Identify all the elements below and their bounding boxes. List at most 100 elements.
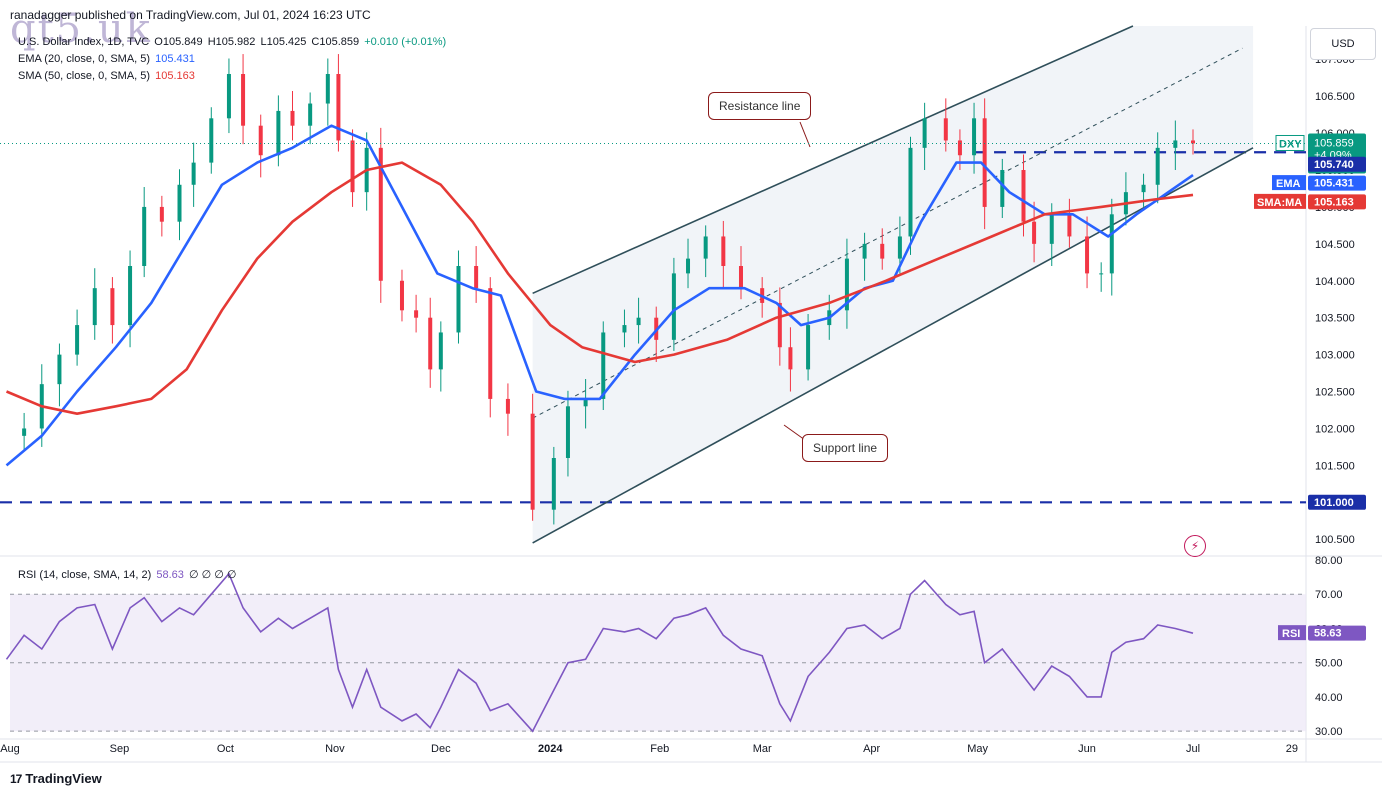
candle-body xyxy=(1173,140,1178,148)
candle-body xyxy=(177,184,182,222)
candle-body xyxy=(128,266,133,326)
main-legend: U.S. Dollar Index, 1D, TVC O105.849 H105… xyxy=(18,36,446,48)
price-tick-label: 103.000 xyxy=(1315,350,1355,362)
channel-midline xyxy=(532,47,1243,419)
legend-symbol: U.S. Dollar Index, 1D, TVC xyxy=(18,36,150,48)
candle-body xyxy=(1109,214,1114,274)
time-tick-label: Nov xyxy=(325,743,345,755)
candle-body xyxy=(777,302,782,348)
candle-body xyxy=(671,273,676,340)
legend-high: H105.982 xyxy=(207,36,256,48)
tradingview-logo-icon: 17 xyxy=(10,772,22,786)
tradingview-logo-text: TradingView xyxy=(25,771,102,786)
price-tick-label: 103.500 xyxy=(1315,313,1355,325)
candle-body xyxy=(488,288,493,399)
currency-button[interactable]: USD xyxy=(1310,28,1376,60)
time-tick-label: Jun xyxy=(1078,743,1096,755)
time-tick-label: Mar xyxy=(753,743,772,755)
candle-body xyxy=(922,118,927,148)
candle-body xyxy=(636,317,641,326)
published-by: ranadagger published on TradingView.com,… xyxy=(10,8,371,22)
legend-open: O105.849 xyxy=(154,36,203,48)
candle-body xyxy=(428,317,433,370)
candle-body xyxy=(399,280,404,311)
candle-body xyxy=(92,288,97,326)
candle-body xyxy=(862,243,867,259)
time-tick-label: Apr xyxy=(863,743,880,755)
candle-body xyxy=(738,266,743,289)
price-tick-label: 104.000 xyxy=(1315,276,1355,288)
candle-body xyxy=(806,325,811,370)
candle-body xyxy=(57,354,62,385)
candle-body xyxy=(844,258,849,311)
channel-fill xyxy=(532,26,1254,543)
candle-body xyxy=(378,147,383,281)
candle-body xyxy=(565,406,570,458)
ema-legend-label: EMA (20, close, 0, SMA, 5) xyxy=(18,53,151,65)
candle-body xyxy=(686,258,691,274)
ema-legend[interactable]: EMA (20, close, 0, SMA, 5) 105.431 xyxy=(18,53,195,65)
candle-body xyxy=(350,140,355,193)
candle-body xyxy=(276,110,281,156)
candle-body xyxy=(308,103,313,126)
level-price-tag: 105.740 xyxy=(1314,159,1354,171)
tradingview-logo[interactable]: 17 TradingView xyxy=(10,771,102,786)
time-tick-label: Dec xyxy=(431,743,451,755)
sma-legend-value: 105.163 xyxy=(155,70,195,82)
candle-body xyxy=(957,140,962,156)
ema-line xyxy=(5,124,1194,467)
candle-body xyxy=(110,288,115,326)
candle-body xyxy=(474,266,479,289)
rsi-tick-label: 70.00 xyxy=(1315,589,1343,601)
level-price-tag-bg xyxy=(1308,494,1366,510)
ema-price-tag-bg xyxy=(1308,175,1366,191)
candle-body xyxy=(551,458,556,510)
candle-body xyxy=(290,110,295,126)
candle-body xyxy=(505,398,510,414)
resistance-line-annotation: Resistance line xyxy=(708,92,812,120)
candle-body xyxy=(325,74,330,104)
rsi-legend[interactable]: RSI (14, close, SMA, 14, 2) 58.63 ∅ ∅ ∅ … xyxy=(18,568,236,581)
rsi-price-tag-bg xyxy=(1308,625,1366,641)
candle-body xyxy=(1190,140,1195,144)
support-line-annotation: Support line xyxy=(802,434,889,462)
rsi-tag-bg xyxy=(1278,625,1306,641)
rsi-tag: RSI xyxy=(1282,628,1300,640)
price-tick-label: 104.500 xyxy=(1315,239,1355,251)
candle-body xyxy=(1049,214,1054,244)
rsi-legend-extra: ∅ ∅ ∅ ∅ xyxy=(188,569,237,581)
rsi-tick-label: 80.00 xyxy=(1315,555,1343,567)
rsi-tick-label: 40.00 xyxy=(1315,692,1343,704)
resistance-annotation-pointer xyxy=(799,121,811,148)
candle-body xyxy=(908,147,913,237)
candle-body xyxy=(897,236,902,259)
time-tick-label: Aug xyxy=(0,743,20,755)
lightning-icon[interactable]: ⚡ xyxy=(1184,535,1206,557)
price-tick-label: 101.500 xyxy=(1315,460,1355,472)
candle-body xyxy=(191,162,196,185)
candle-body xyxy=(1099,273,1104,275)
candle-body xyxy=(721,236,726,266)
candle-body xyxy=(209,118,214,163)
support-line xyxy=(532,147,1254,544)
rsi-legend-value: 58.63 xyxy=(156,569,184,581)
candle-body xyxy=(1032,221,1037,244)
candle-body xyxy=(258,125,263,156)
dxy-price-tag: 105.859 xyxy=(1314,137,1354,149)
candle-body xyxy=(1000,170,1005,207)
price-tick-label: 102.500 xyxy=(1315,387,1355,399)
time-tick-label: Sep xyxy=(110,743,130,755)
resistance-line xyxy=(532,25,1134,295)
candle-body xyxy=(438,332,443,370)
dxy-symbol-tag: DXY xyxy=(1279,138,1302,150)
sma-legend[interactable]: SMA (50, close, 0, SMA, 5) 105.163 xyxy=(18,70,195,82)
support-annotation-pointer xyxy=(783,424,806,441)
candle-body xyxy=(336,74,341,141)
candle-body xyxy=(982,118,987,207)
candle-body xyxy=(22,428,27,436)
sma-line xyxy=(5,161,1194,415)
candle-body xyxy=(703,236,708,259)
candle-body xyxy=(456,266,461,333)
candle-body xyxy=(880,243,885,259)
